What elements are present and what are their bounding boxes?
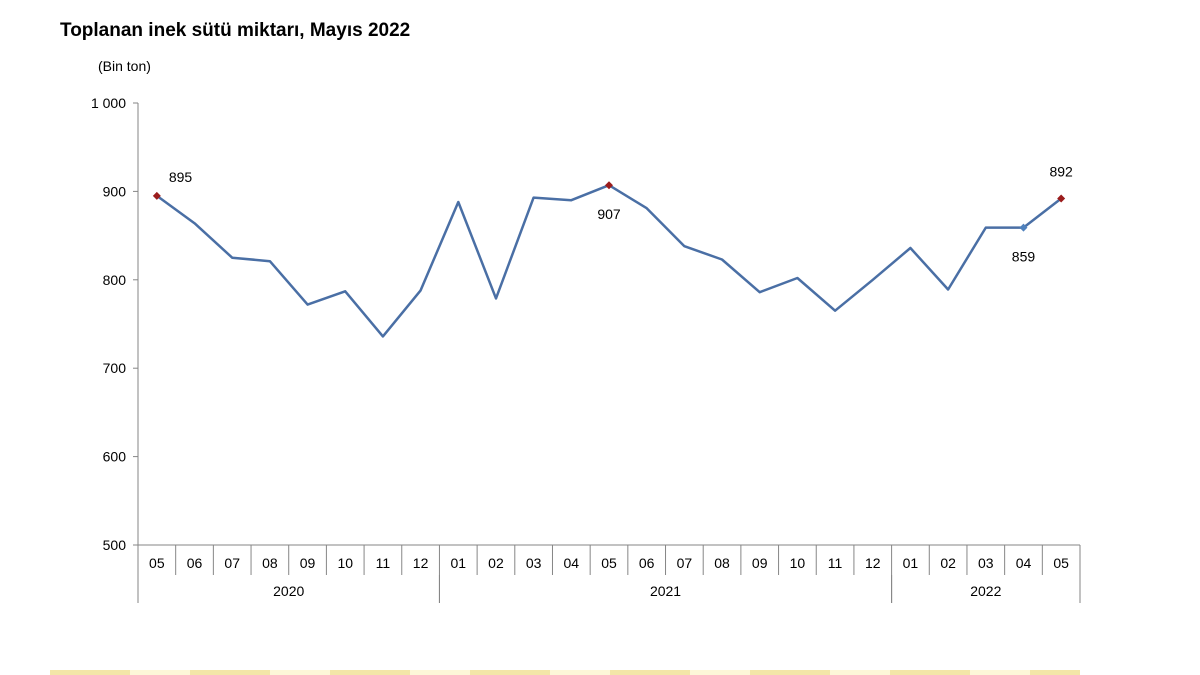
data-point [494, 296, 498, 300]
y-tick-label: 900 [103, 183, 127, 199]
y-tick-label: 800 [103, 272, 127, 288]
data-point [682, 244, 686, 248]
x-tick-label: 12 [413, 555, 429, 571]
data-point [193, 221, 197, 225]
y-axis-unit-label: (Bin ton) [98, 58, 151, 74]
x-tick-label: 05 [1053, 555, 1069, 571]
data-point [569, 198, 573, 202]
data-point [268, 259, 272, 263]
highlight-marker [1019, 223, 1028, 232]
x-tick-label: 07 [224, 555, 240, 571]
data-point [984, 226, 988, 230]
y-tick-label: 1 000 [91, 95, 126, 111]
x-tick-label: 06 [639, 555, 655, 571]
data-point [343, 289, 347, 293]
x-tick-label: 05 [149, 555, 165, 571]
x-tick-label: 04 [1016, 555, 1032, 571]
data-point [871, 278, 875, 282]
x-tick-label: 08 [262, 555, 278, 571]
x-tick-label: 02 [488, 555, 504, 571]
highlight-markers [152, 181, 1066, 232]
x-tick-label: 01 [450, 555, 466, 571]
data-labels: 895 907 859 892 [169, 163, 1073, 264]
data-point [230, 256, 234, 260]
y-tick-label: 500 [103, 537, 127, 553]
x-axis-ticks: 05 06 07 08 09 10 11 12 01 02 03 04 05 06 07 08 09 10 11 12… [137, 545, 1081, 603]
x-tick-label: 12 [865, 555, 881, 571]
x-tick-label: 03 [978, 555, 994, 571]
x-tick-label: 09 [300, 555, 316, 571]
x-tick-label: 02 [940, 555, 956, 571]
data-point [645, 206, 649, 210]
y-tick-label: 600 [103, 449, 127, 465]
highlight-marker [1057, 194, 1066, 203]
x-tick-label: 07 [677, 555, 693, 571]
data-point [758, 290, 762, 294]
data-point [720, 257, 724, 261]
x-tick-label: 04 [564, 555, 580, 571]
data-label: 907 [597, 206, 621, 222]
year-group-label: 2022 [970, 583, 1001, 599]
data-point [381, 334, 385, 338]
x-tick-label: 03 [526, 555, 542, 571]
year-group-label: 2020 [273, 583, 304, 599]
data-point [833, 309, 837, 313]
highlight-marker [605, 181, 613, 190]
year-group-label: 2021 [650, 583, 681, 599]
x-tick-label: 08 [714, 555, 730, 571]
x-tick-label: 11 [828, 555, 843, 571]
bottom-decorative-strip [50, 670, 1080, 675]
x-tick-label: 06 [187, 555, 203, 571]
x-tick-label: 10 [337, 555, 353, 571]
chart-title: Toplanan inek sütü miktarı, Mayıs 2022 [60, 20, 411, 41]
highlight-marker [152, 191, 161, 200]
data-point [908, 246, 912, 250]
data-point [795, 276, 799, 280]
data-point [532, 196, 536, 200]
data-label: 892 [1049, 163, 1073, 179]
data-point [456, 200, 460, 204]
x-tick-label: 11 [376, 555, 391, 571]
data-label: 859 [1012, 249, 1036, 265]
data-point [946, 288, 950, 292]
chart-axes [137, 103, 1080, 546]
x-tick-label: 05 [601, 555, 617, 571]
y-tick-label: 700 [103, 360, 127, 376]
x-tick-label: 01 [903, 555, 919, 571]
y-axis-ticks: 500 600 700 800 900 1 000 [91, 95, 138, 553]
data-point [306, 303, 310, 307]
data-label: 895 [169, 169, 193, 185]
x-tick-label: 10 [790, 555, 806, 571]
x-tick-label: 09 [752, 555, 768, 571]
data-point [419, 288, 423, 292]
